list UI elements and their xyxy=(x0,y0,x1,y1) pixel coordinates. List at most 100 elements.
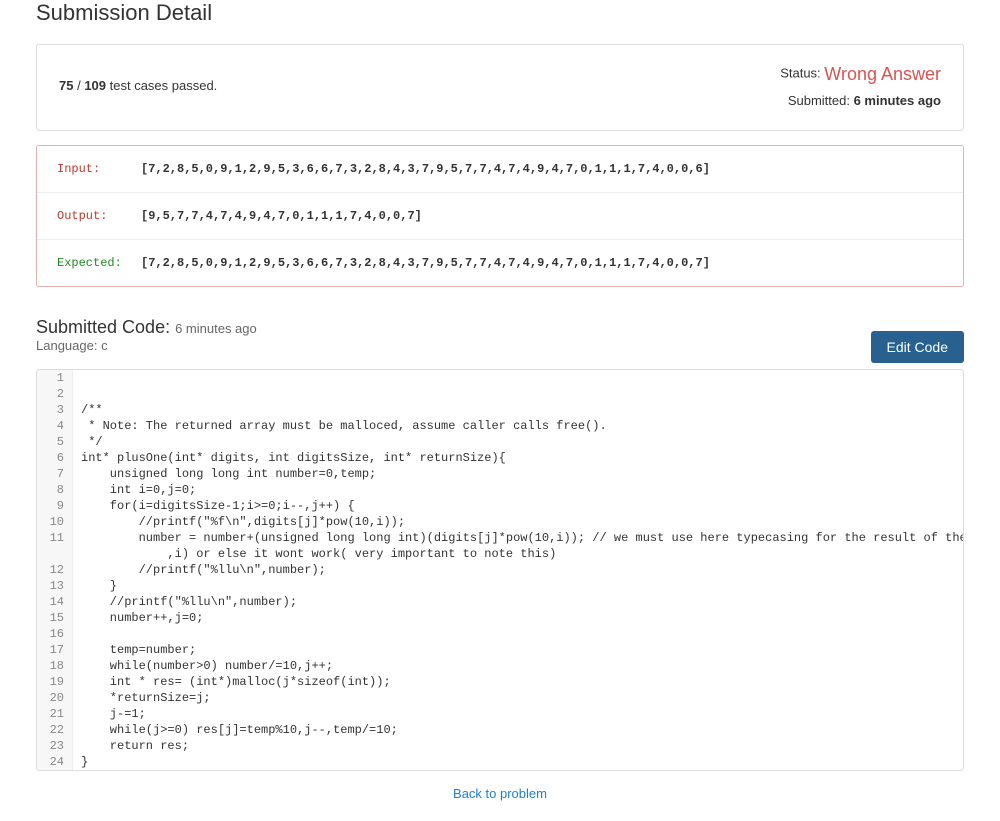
code-line: 21 j-=1; xyxy=(37,706,963,722)
code-text: } xyxy=(73,578,117,594)
line-number: 1 xyxy=(37,370,73,386)
line-number: 18 xyxy=(37,658,73,674)
code-line: 20 *returnSize=j; xyxy=(37,690,963,706)
code-text: while(j>=0) res[j]=temp%10,j--,temp/=10; xyxy=(73,722,398,738)
code-line: 17 temp=number; xyxy=(37,642,963,658)
code-text: for(i=digitsSize-1;i>=0;i--,j++) { xyxy=(73,498,355,514)
expected-value: [7,2,8,5,0,9,1,2,9,5,3,6,6,7,3,2,8,4,3,7… xyxy=(141,256,710,270)
line-number: 22 xyxy=(37,722,73,738)
edit-code-button[interactable]: Edit Code xyxy=(871,331,964,363)
code-text: //printf("%f\n",digits[j]*pow(10,i)); xyxy=(73,514,405,530)
code-text: int i=0,j=0; xyxy=(73,482,196,498)
line-number: 5 xyxy=(37,434,73,450)
code-text: return res; xyxy=(73,738,189,754)
language-line: Language: c xyxy=(36,338,257,353)
code-line: 16 xyxy=(37,626,963,642)
code-line: 8 int i=0,j=0; xyxy=(37,482,963,498)
line-number: 6 xyxy=(37,450,73,466)
language-label: Language: xyxy=(36,338,101,353)
line-number: 4 xyxy=(37,418,73,434)
line-number: 21 xyxy=(37,706,73,722)
line-number: 2 xyxy=(37,386,73,402)
code-text: int * res= (int*)malloc(j*sizeof(int)); xyxy=(73,674,391,690)
code-line: 11 number = number+(unsigned long long i… xyxy=(37,530,963,546)
code-text xyxy=(73,386,81,402)
line-number: 10 xyxy=(37,514,73,530)
line-number: 23 xyxy=(37,738,73,754)
line-number xyxy=(37,546,73,562)
submitted-code-title-text: Submitted Code: xyxy=(36,317,175,337)
code-text: //printf("%llu\n",number); xyxy=(73,562,326,578)
code-text xyxy=(73,370,81,386)
test-cases-passed: 75 / 109 test cases passed. xyxy=(59,78,217,93)
code-line: 23 return res; xyxy=(37,738,963,754)
code-line: 6int* plusOne(int* digits, int digitsSiz… xyxy=(37,450,963,466)
code-text: while(number>0) number/=10,j++; xyxy=(73,658,333,674)
status-value[interactable]: Wrong Answer xyxy=(824,64,941,84)
code-line: 9 for(i=digitsSize-1;i>=0;i--,j++) { xyxy=(37,498,963,514)
code-text: int* plusOne(int* digits, int digitsSize… xyxy=(73,450,506,466)
code-text: number++,j=0; xyxy=(73,610,203,626)
code-editor[interactable]: 123/**4 * Note: The returned array must … xyxy=(36,369,964,771)
code-line: 3/** xyxy=(37,402,963,418)
code-line: 5 */ xyxy=(37,434,963,450)
status-block: Status: Wrong Answer Submitted: 6 minute… xyxy=(780,59,941,112)
code-line: 10 //printf("%f\n",digits[j]*pow(10,i)); xyxy=(37,514,963,530)
passed-count: 75 xyxy=(59,78,73,93)
passed-sep: / xyxy=(73,78,84,93)
code-line: 13 } xyxy=(37,578,963,594)
code-text: } xyxy=(73,754,88,770)
line-number: 13 xyxy=(37,578,73,594)
line-number: 8 xyxy=(37,482,73,498)
line-number: 15 xyxy=(37,610,73,626)
line-number: 14 xyxy=(37,594,73,610)
detail-row-output: Output: [9,5,7,7,4,7,4,9,4,7,0,1,1,1,7,4… xyxy=(37,193,963,240)
code-text: number = number+(unsigned long long int)… xyxy=(73,530,963,546)
line-number: 7 xyxy=(37,466,73,482)
detail-box: Input: [7,2,8,5,0,9,1,2,9,5,3,6,6,7,3,2,… xyxy=(36,145,964,287)
summary-box: 75 / 109 test cases passed. Status: Wron… xyxy=(36,44,964,131)
line-number: 11 xyxy=(37,530,73,546)
code-text xyxy=(73,626,110,642)
code-line: 1 xyxy=(37,370,963,386)
code-line: 14 //printf("%llu\n",number); xyxy=(37,594,963,610)
code-text: /** xyxy=(73,402,103,418)
code-line: 4 * Note: The returned array must be mal… xyxy=(37,418,963,434)
code-line: 24} xyxy=(37,754,963,770)
total-count: 109 xyxy=(84,78,106,93)
submitted-value: 6 minutes ago xyxy=(854,93,941,108)
language-value: c xyxy=(101,338,108,353)
submitted-label: Submitted: xyxy=(788,93,854,108)
line-number: 12 xyxy=(37,562,73,578)
code-text: //printf("%llu\n",number); xyxy=(73,594,297,610)
code-line: 12 //printf("%llu\n",number); xyxy=(37,562,963,578)
input-label: Input: xyxy=(57,162,141,176)
passed-suffix: test cases passed. xyxy=(106,78,217,93)
line-number: 24 xyxy=(37,754,73,770)
line-number: 16 xyxy=(37,626,73,642)
code-text: * Note: The returned array must be mallo… xyxy=(73,418,607,434)
code-text: j-=1; xyxy=(73,706,146,722)
line-number: 20 xyxy=(37,690,73,706)
detail-row-input: Input: [7,2,8,5,0,9,1,2,9,5,3,6,6,7,3,2,… xyxy=(37,146,963,193)
code-text: */ xyxy=(73,434,103,450)
code-line: 2 xyxy=(37,386,963,402)
submitted-code-time: 6 minutes ago xyxy=(175,321,257,336)
line-number: 19 xyxy=(37,674,73,690)
code-line: 22 while(j>=0) res[j]=temp%10,j--,temp/=… xyxy=(37,722,963,738)
submitted-code-title: Submitted Code: 6 minutes ago xyxy=(36,317,257,338)
code-line: 15 number++,j=0; xyxy=(37,610,963,626)
code-text: *returnSize=j; xyxy=(73,690,211,706)
back-to-problem-link[interactable]: Back to problem xyxy=(453,786,547,801)
code-text: unsigned long long int number=0,temp; xyxy=(73,466,376,482)
page-title: Submission Detail xyxy=(36,0,964,26)
line-number: 9 xyxy=(37,498,73,514)
code-line: 19 int * res= (int*)malloc(j*sizeof(int)… xyxy=(37,674,963,690)
status-label: Status: xyxy=(780,66,824,81)
code-line: ,i) or else it wont work( very important… xyxy=(37,546,963,562)
code-text: ,i) or else it wont work( very important… xyxy=(73,546,556,562)
output-label: Output: xyxy=(57,209,141,223)
detail-row-expected: Expected: [7,2,8,5,0,9,1,2,9,5,3,6,6,7,3… xyxy=(37,240,963,286)
code-line: 18 while(number>0) number/=10,j++; xyxy=(37,658,963,674)
output-value: [9,5,7,7,4,7,4,9,4,7,0,1,1,1,7,4,0,0,7] xyxy=(141,209,422,223)
